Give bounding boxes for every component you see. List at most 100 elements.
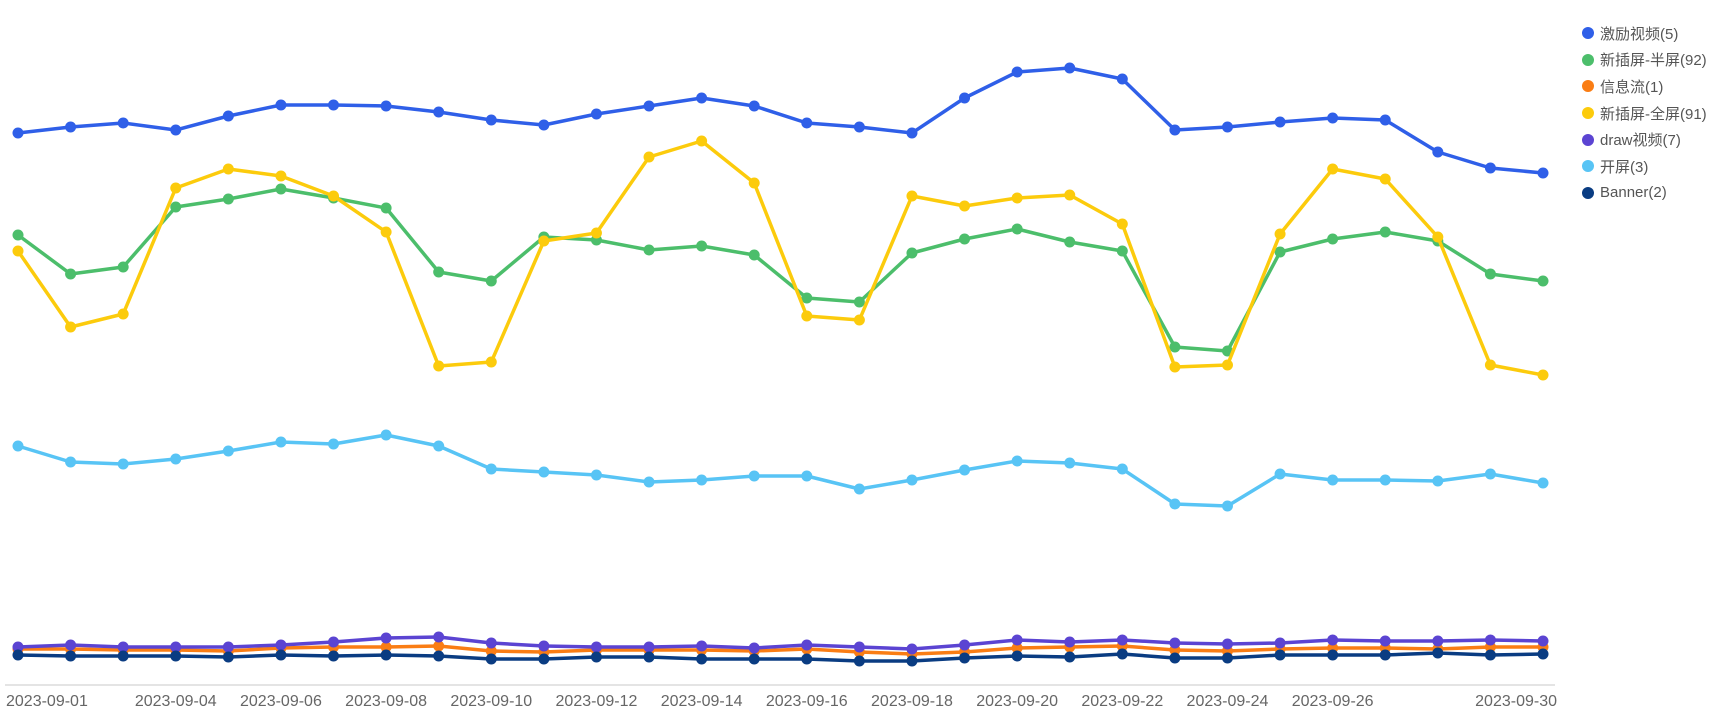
data-point[interactable] bbox=[538, 235, 550, 247]
legend-item[interactable]: 信息流(1) bbox=[1582, 73, 1707, 100]
data-point[interactable] bbox=[1484, 359, 1496, 371]
data-point[interactable] bbox=[538, 653, 550, 665]
data-point[interactable] bbox=[275, 649, 287, 661]
data-point[interactable] bbox=[1432, 475, 1444, 487]
data-point[interactable] bbox=[1432, 231, 1444, 243]
data-point[interactable] bbox=[170, 650, 182, 662]
data-point[interactable] bbox=[1011, 650, 1023, 662]
data-point[interactable] bbox=[853, 121, 865, 133]
data-point[interactable] bbox=[1432, 146, 1444, 158]
data-point[interactable] bbox=[433, 106, 445, 118]
data-point[interactable] bbox=[1064, 651, 1076, 663]
data-point[interactable] bbox=[1221, 359, 1233, 371]
data-point[interactable] bbox=[170, 453, 182, 465]
data-point[interactable] bbox=[1537, 635, 1549, 647]
data-point[interactable] bbox=[1484, 268, 1496, 280]
data-point[interactable] bbox=[328, 636, 340, 648]
data-point[interactable] bbox=[1432, 647, 1444, 659]
data-point[interactable] bbox=[1221, 500, 1233, 512]
data-point[interactable] bbox=[12, 649, 24, 661]
data-point[interactable] bbox=[328, 190, 340, 202]
data-point[interactable] bbox=[485, 463, 497, 475]
data-point[interactable] bbox=[1221, 121, 1233, 133]
data-point[interactable] bbox=[801, 117, 813, 129]
data-point[interactable] bbox=[170, 182, 182, 194]
data-point[interactable] bbox=[65, 321, 77, 333]
data-point[interactable] bbox=[696, 135, 708, 147]
data-point[interactable] bbox=[906, 655, 918, 667]
data-point[interactable] bbox=[1064, 636, 1076, 648]
data-point[interactable] bbox=[853, 296, 865, 308]
data-point[interactable] bbox=[1274, 228, 1286, 240]
data-point[interactable] bbox=[906, 643, 918, 655]
data-point[interactable] bbox=[801, 310, 813, 322]
data-point[interactable] bbox=[485, 653, 497, 665]
data-point[interactable] bbox=[643, 651, 655, 663]
data-point[interactable] bbox=[1484, 634, 1496, 646]
data-point[interactable] bbox=[328, 438, 340, 450]
data-point[interactable] bbox=[380, 100, 392, 112]
data-point[interactable] bbox=[643, 641, 655, 653]
data-point[interactable] bbox=[1169, 361, 1181, 373]
data-point[interactable] bbox=[12, 245, 24, 257]
data-point[interactable] bbox=[748, 100, 760, 112]
data-point[interactable] bbox=[1169, 124, 1181, 136]
data-point[interactable] bbox=[1064, 189, 1076, 201]
data-point[interactable] bbox=[696, 92, 708, 104]
data-point[interactable] bbox=[222, 641, 234, 653]
data-point[interactable] bbox=[275, 170, 287, 182]
data-point[interactable] bbox=[1379, 226, 1391, 238]
data-point[interactable] bbox=[328, 99, 340, 111]
data-point[interactable] bbox=[1169, 637, 1181, 649]
data-point[interactable] bbox=[1327, 634, 1339, 646]
data-point[interactable] bbox=[959, 652, 971, 664]
data-point[interactable] bbox=[1327, 233, 1339, 245]
data-point[interactable] bbox=[1116, 648, 1128, 660]
data-point[interactable] bbox=[1116, 218, 1128, 230]
data-point[interactable] bbox=[433, 360, 445, 372]
data-point[interactable] bbox=[1274, 468, 1286, 480]
data-point[interactable] bbox=[433, 266, 445, 278]
data-point[interactable] bbox=[433, 440, 445, 452]
data-point[interactable] bbox=[959, 233, 971, 245]
data-point[interactable] bbox=[1169, 498, 1181, 510]
data-point[interactable] bbox=[590, 227, 602, 239]
data-point[interactable] bbox=[1327, 163, 1339, 175]
data-point[interactable] bbox=[380, 429, 392, 441]
data-point[interactable] bbox=[1274, 246, 1286, 258]
data-point[interactable] bbox=[1011, 223, 1023, 235]
data-point[interactable] bbox=[485, 275, 497, 287]
data-point[interactable] bbox=[1221, 638, 1233, 650]
data-point[interactable] bbox=[12, 229, 24, 241]
data-point[interactable] bbox=[433, 631, 445, 643]
data-point[interactable] bbox=[275, 639, 287, 651]
data-point[interactable] bbox=[65, 268, 77, 280]
data-point[interactable] bbox=[801, 292, 813, 304]
data-point[interactable] bbox=[433, 650, 445, 662]
data-point[interactable] bbox=[643, 244, 655, 256]
data-point[interactable] bbox=[117, 458, 129, 470]
data-point[interactable] bbox=[222, 163, 234, 175]
data-point[interactable] bbox=[1379, 173, 1391, 185]
data-point[interactable] bbox=[853, 655, 865, 667]
data-point[interactable] bbox=[1274, 116, 1286, 128]
data-point[interactable] bbox=[1169, 652, 1181, 664]
data-point[interactable] bbox=[380, 649, 392, 661]
data-point[interactable] bbox=[65, 456, 77, 468]
data-point[interactable] bbox=[65, 650, 77, 662]
data-point[interactable] bbox=[1327, 112, 1339, 124]
data-point[interactable] bbox=[1484, 649, 1496, 661]
data-point[interactable] bbox=[12, 127, 24, 139]
data-point[interactable] bbox=[959, 200, 971, 212]
data-point[interactable] bbox=[65, 121, 77, 133]
data-point[interactable] bbox=[1537, 167, 1549, 179]
data-point[interactable] bbox=[1379, 635, 1391, 647]
data-point[interactable] bbox=[1379, 474, 1391, 486]
data-point[interactable] bbox=[853, 314, 865, 326]
data-point[interactable] bbox=[1169, 341, 1181, 353]
data-point[interactable] bbox=[222, 193, 234, 205]
data-point[interactable] bbox=[1011, 66, 1023, 78]
data-point[interactable] bbox=[12, 641, 24, 653]
legend-item[interactable]: 新插屏-半屏(92) bbox=[1582, 47, 1707, 74]
legend-item[interactable]: 开屏(3) bbox=[1582, 153, 1707, 180]
